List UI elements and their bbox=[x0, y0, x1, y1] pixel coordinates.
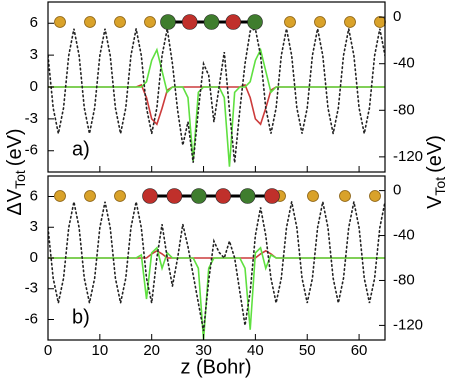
y2-label-text: V bbox=[424, 195, 446, 209]
y-label-sub: Tot bbox=[12, 170, 28, 189]
atom bbox=[84, 16, 96, 28]
x-tick-label: 40 bbox=[247, 342, 264, 359]
y-axis-label: ΔVTot (eV) bbox=[4, 128, 27, 215]
atom bbox=[203, 14, 220, 30]
atom bbox=[314, 16, 326, 28]
atom bbox=[114, 190, 126, 202]
atom bbox=[181, 14, 198, 30]
dv-line bbox=[48, 249, 385, 259]
x-tick-label: 0 bbox=[44, 342, 52, 359]
atom bbox=[225, 14, 242, 30]
atom bbox=[84, 190, 96, 202]
atom bbox=[264, 188, 280, 204]
y-label-text: ΔV bbox=[4, 188, 26, 215]
y-tick-label: -3 bbox=[25, 110, 38, 127]
y2-tick-label: -80 bbox=[393, 101, 415, 118]
panel-label: b) bbox=[72, 306, 90, 328]
y2-axis-label: VTot (eV) bbox=[424, 135, 447, 209]
x-tick-label: 10 bbox=[92, 342, 109, 359]
y-tick-label: 0 bbox=[30, 249, 38, 266]
y-tick-label: -3 bbox=[25, 280, 38, 297]
y2-tick-label: 0 bbox=[393, 8, 401, 25]
atom bbox=[307, 190, 319, 202]
x-tick-label: 60 bbox=[351, 342, 368, 359]
atom bbox=[54, 16, 66, 28]
atom bbox=[54, 190, 66, 202]
y-label-unit: (eV) bbox=[4, 128, 26, 166]
vtot-line bbox=[48, 201, 385, 332]
y2-label-unit: (eV) bbox=[424, 135, 446, 173]
y-tick-label: 6 bbox=[30, 14, 38, 31]
dv-line bbox=[48, 246, 385, 340]
x-tick-label: 30 bbox=[195, 342, 212, 359]
atom bbox=[114, 16, 126, 28]
y2-tick-label: -40 bbox=[393, 55, 415, 72]
atom bbox=[142, 188, 158, 204]
y2-label-sub: Tot bbox=[432, 177, 448, 196]
atom bbox=[191, 188, 207, 204]
atom bbox=[144, 16, 156, 28]
atom bbox=[160, 14, 176, 30]
atom bbox=[339, 190, 351, 202]
y2-tick-label: 0 bbox=[393, 182, 401, 199]
x-axis-label: z (Bohr) bbox=[180, 356, 251, 378]
x-tick-label: 20 bbox=[143, 342, 160, 359]
y-tick-label: -6 bbox=[25, 310, 38, 327]
y-tick-label: -6 bbox=[25, 142, 38, 159]
panel-label: a) bbox=[72, 138, 90, 160]
y2-tick-label: -80 bbox=[393, 271, 415, 288]
atom bbox=[374, 16, 386, 28]
atom bbox=[344, 16, 356, 28]
atom bbox=[284, 16, 296, 28]
atom bbox=[239, 188, 256, 204]
atom bbox=[166, 188, 183, 204]
y2-tick-label: -120 bbox=[393, 148, 423, 165]
atom bbox=[215, 188, 231, 204]
dv-line bbox=[48, 47, 385, 167]
atom bbox=[247, 14, 263, 30]
y-tick-label: 3 bbox=[30, 46, 38, 63]
x-tick-label: 50 bbox=[299, 342, 316, 359]
y2-tick-label: -40 bbox=[393, 227, 415, 244]
y2-tick-label: -120 bbox=[393, 316, 423, 333]
y-tick-label: 3 bbox=[30, 218, 38, 235]
y-tick-label: 6 bbox=[30, 187, 38, 204]
vtot-line bbox=[48, 27, 385, 163]
y-tick-label: 0 bbox=[30, 78, 38, 95]
atom bbox=[369, 190, 381, 202]
